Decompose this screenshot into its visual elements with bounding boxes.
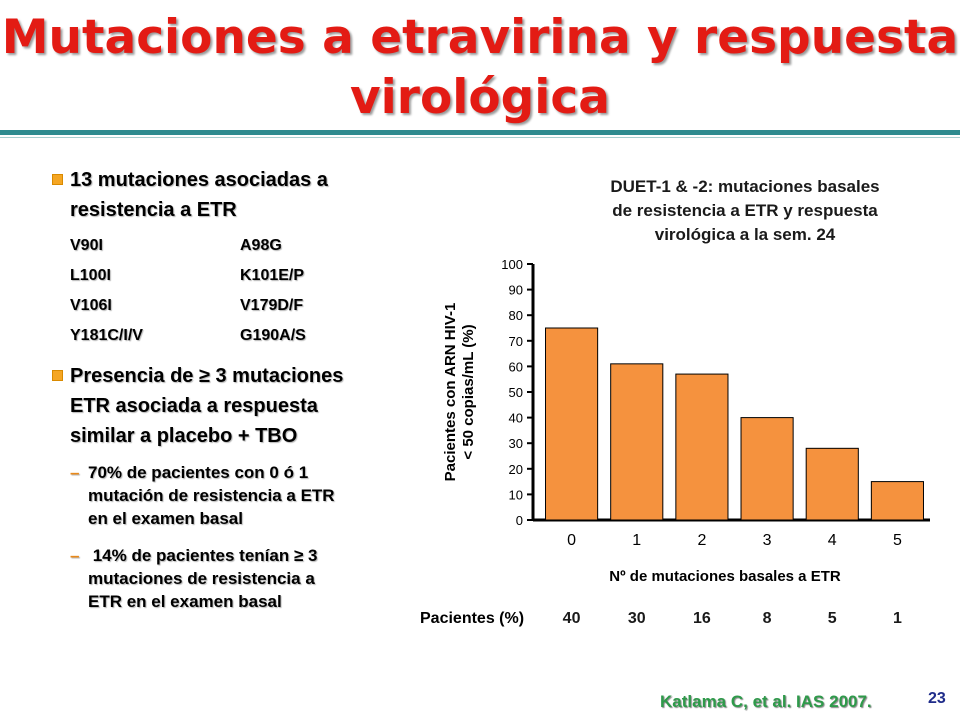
slide-title: Mutaciones a etravirina y respuesta viro…	[0, 8, 960, 128]
chart-title-line: DUET-1 & -2: mutaciones basales	[610, 177, 880, 196]
title-line-2: virológica	[350, 70, 610, 125]
mutation-item: K101E/P	[240, 267, 305, 284]
y-tick-label: 0	[516, 513, 523, 528]
x-tick-label: 4	[828, 532, 837, 549]
y-tick-label: 80	[509, 308, 523, 323]
x-tick-label: 5	[893, 532, 902, 549]
bullet-mutations: 13 mutaciones asociadas a resistencia a …	[50, 165, 420, 225]
patients-label: Pacientes (%)	[420, 610, 525, 627]
chart-title: DUET-1 & -2: mutaciones basales de resis…	[560, 175, 930, 247]
bullet-text: similar a placebo + TBO	[70, 425, 298, 447]
citation: Katlama C, et al. IAS 2007.	[660, 692, 872, 711]
bullet-text: 13 mutaciones asociadas a	[70, 169, 328, 191]
bar	[675, 373, 729, 521]
sub-bullet-text: en el examen basal	[88, 509, 243, 528]
sub-bullet-text: 14% de pacientes tenían ≥ 3	[88, 546, 318, 565]
sub-bullet-text: mutaciones de resistencia a	[88, 569, 315, 588]
y-tick-label: 90	[509, 283, 523, 298]
mutation-item: V106I	[70, 297, 112, 314]
title-divider-thin	[0, 137, 960, 138]
bullet-text: resistencia a ETR	[70, 199, 237, 221]
patients-pct-value: 40	[562, 610, 581, 627]
sub-bullet-text: mutación de resistencia a ETR	[88, 486, 335, 505]
bar	[870, 481, 924, 521]
patients-pct-value: 1	[892, 610, 902, 627]
dash-marker: –	[70, 463, 80, 482]
title-divider	[0, 130, 960, 135]
y-axis-label: Pacientes con ARN HIV-1 < 50 copias/mL (…	[442, 262, 478, 522]
dash-marker: –	[70, 546, 80, 565]
y-tick-label: 30	[509, 436, 523, 451]
page-number: 23	[928, 690, 946, 707]
bullet-text: ETR asociada a respuesta	[70, 395, 318, 417]
y-tick-label: 40	[509, 411, 523, 426]
y-axis-label-line: < 50 copias/mL (%)	[460, 324, 477, 460]
sub-bullet-text: 70% de pacientes con 0 ó 1	[88, 463, 309, 482]
sub-bullet-text: ETR en el examen basal	[88, 592, 282, 611]
y-tick-label: 20	[509, 462, 523, 477]
bullet-list: 13 mutaciones asociadas a resistencia a …	[50, 165, 420, 613]
chart-title-line: de resistencia a ETR y respuesta	[612, 201, 878, 220]
chart-title-line: virológica a la sem. 24	[654, 225, 836, 244]
mutation-item: Y181C/I/V	[70, 327, 143, 344]
y-tick-label: 60	[509, 359, 523, 374]
bullet-presence: Presencia de ≥ 3 mutaciones ETR asociada…	[50, 361, 420, 451]
mutation-item: L100I	[70, 267, 111, 284]
bar	[805, 447, 859, 521]
y-tick-label: 70	[509, 334, 523, 349]
x-tick-label: 1	[632, 532, 641, 549]
bar-chart: 0 10 20 30 40 50 60 70 80 90 100 0 1 2 3 4 5	[501, 257, 930, 549]
y-tick-label: 50	[509, 385, 523, 400]
patients-pct-value: 30	[627, 610, 646, 627]
patients-pct-value: 5	[827, 610, 837, 627]
bullet-square-icon	[52, 370, 63, 381]
mutation-item: V179D/F	[240, 297, 304, 314]
bar	[545, 327, 599, 521]
mutation-item: G190A/S	[240, 327, 306, 344]
x-tick-label: 2	[697, 532, 706, 549]
x-axis-label: Nº de mutaciones basales a ETR	[609, 568, 841, 585]
mutation-item: V90I	[70, 237, 103, 254]
patients-pct-value: 8	[762, 610, 772, 627]
mutation-list: V90I A98G L100I K101E/P V106I V179D/F Y1…	[70, 231, 420, 351]
sub-bullet-70: – 70% de pacientes con 0 ó 1 mutación de…	[50, 461, 420, 530]
patients-pct-value: 16	[693, 610, 711, 627]
bullet-text: Presencia de ≥ 3 mutaciones	[70, 365, 344, 387]
mutation-item: A98G	[240, 237, 282, 254]
x-tick-label: 3	[763, 532, 772, 549]
bullet-square-icon	[52, 174, 63, 185]
y-tick-label: 100	[501, 257, 523, 272]
y-tick-label: 10	[509, 487, 523, 502]
bar	[610, 363, 664, 521]
y-axis-label-line: Pacientes con ARN HIV-1	[442, 302, 459, 482]
bar	[740, 417, 794, 521]
sub-bullet-14: – 14% de pacientes tenían ≥ 3 mutaciones…	[50, 544, 420, 613]
title-line-1: Mutaciones a etravirina y respuesta	[1, 10, 959, 65]
x-tick-label: 0	[567, 532, 576, 549]
